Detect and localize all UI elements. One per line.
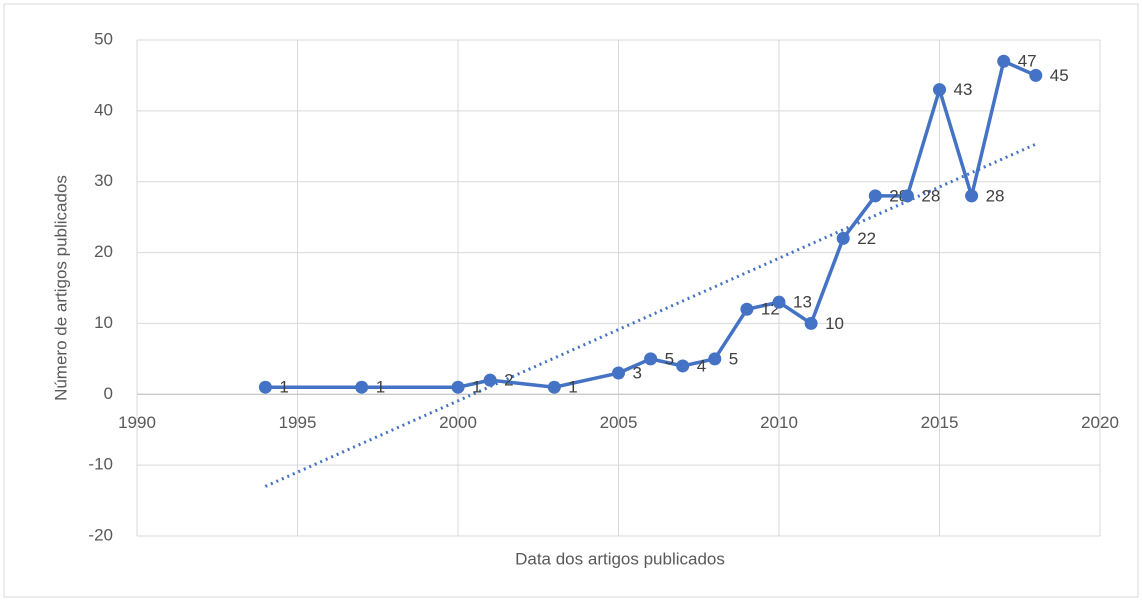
x-tick-label: 2005 (600, 413, 638, 432)
data-label: 1 (279, 378, 288, 397)
x-tick-label: 2010 (760, 413, 798, 432)
x-tick-label: 2020 (1081, 413, 1119, 432)
data-point (1029, 68, 1043, 82)
data-label: 47 (1018, 52, 1037, 71)
data-point (900, 189, 914, 203)
x-tick-label: 1990 (118, 413, 156, 432)
data-label: 28 (921, 186, 940, 205)
data-label: 1 (568, 378, 577, 397)
data-point (483, 373, 497, 387)
x-axis-title: Data dos artigos publicados (515, 549, 725, 568)
y-tick-label: 0 (104, 384, 113, 403)
data-label: 28 (986, 186, 1005, 205)
data-point (708, 352, 722, 366)
data-point (676, 359, 690, 373)
data-point (355, 380, 369, 394)
data-point (740, 302, 754, 316)
data-label: 1 (472, 378, 481, 397)
data-label: 1 (376, 378, 385, 397)
data-point (933, 83, 946, 97)
y-tick-label: 10 (94, 313, 113, 332)
data-label: 43 (954, 80, 973, 99)
data-label: 10 (825, 314, 844, 333)
data-point (836, 231, 850, 245)
x-tick-label: 2015 (921, 413, 959, 432)
data-point (804, 316, 818, 330)
data-point (258, 380, 272, 394)
y-tick-label: 30 (94, 171, 113, 190)
y-tick-label: 40 (94, 100, 113, 119)
data-label: 45 (1050, 66, 1069, 85)
chart-border (3, 3, 1139, 598)
y-axis-title: Número de artigos publicados (51, 175, 70, 401)
data-label: 22 (857, 229, 876, 248)
data-label: 2 (504, 371, 513, 390)
x-tick-label: 2000 (439, 413, 477, 432)
data-point (772, 295, 786, 309)
data-label: 5 (729, 349, 738, 368)
data-point (644, 352, 658, 366)
data-point (451, 380, 465, 394)
y-tick-label: -10 (88, 455, 113, 474)
data-point (965, 189, 979, 203)
data-point (868, 189, 882, 203)
y-tick-label: -20 (88, 525, 113, 544)
data-point (547, 380, 561, 394)
data-point (612, 366, 625, 380)
y-tick-label: 20 (94, 242, 113, 261)
data-label: 13 (793, 293, 812, 312)
data-label: 4 (697, 356, 706, 375)
y-tick-label: 50 (94, 29, 113, 48)
data-label: 3 (633, 364, 642, 383)
data-point (997, 54, 1011, 68)
x-tick-label: 1995 (279, 413, 317, 432)
data-label: 5 (665, 349, 674, 368)
